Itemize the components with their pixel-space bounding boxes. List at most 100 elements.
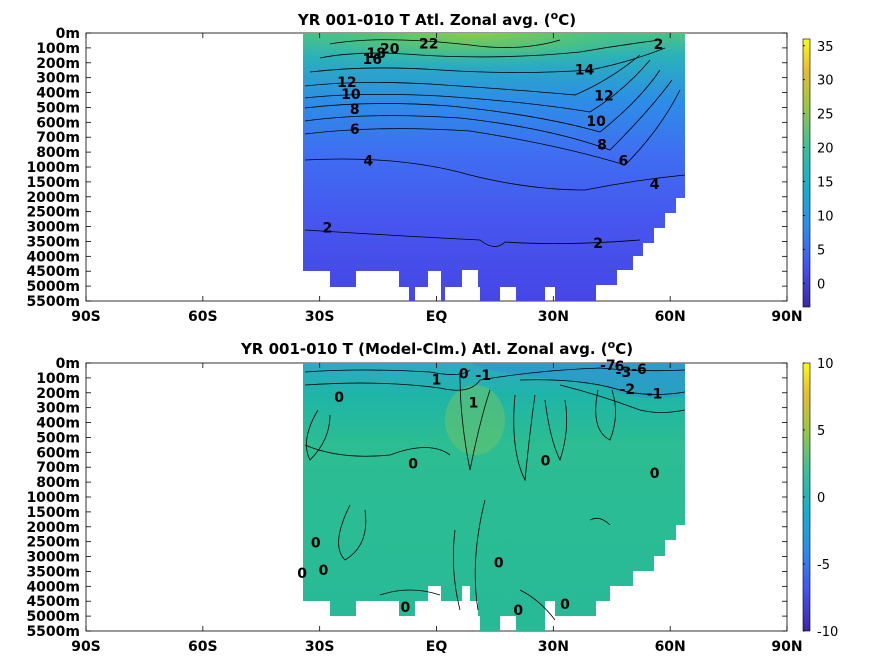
y-tick-label: 700m — [36, 130, 80, 146]
contour-label: 12 — [337, 75, 356, 91]
y-tick-label: 2500m — [26, 535, 80, 551]
panel-1-colorbar: 35 30 25 20 15 10 5 0 — [802, 38, 834, 308]
panel-2-colorbar-ticks: 10 5 0 -5 -10 — [803, 357, 838, 640]
contour-line — [304, 89, 681, 166]
contour-label: 2 — [593, 236, 603, 252]
contour-label: 10 — [341, 87, 361, 103]
y-tick-label: 200m — [36, 386, 80, 402]
contour-label: 0 — [541, 454, 551, 470]
contour-label: 20 — [380, 42, 400, 58]
contour-label: 0 — [650, 466, 660, 482]
colorbar-tick-label: 0 — [817, 491, 825, 506]
y-tick-label: 0m — [56, 356, 80, 372]
contour-line — [304, 158, 686, 191]
y-tick-label: 800m — [36, 145, 80, 161]
contour-line — [304, 79, 673, 151]
panel-2-cold-surface — [470, 363, 685, 399]
panel-1-y-axis: 0m100m200m300m400m500m600m700m800m1000m1… — [26, 26, 787, 310]
contour-line — [513, 394, 536, 482]
contour-line — [304, 367, 686, 391]
contour-label: -2 — [620, 382, 636, 398]
contour-line — [304, 69, 661, 133]
contour-line — [319, 39, 661, 59]
panel-1-ocean-fill — [303, 33, 685, 301]
panel-temperature: YR 001-010 T Atl. Zonal avg. (oC) 222018… — [26, 9, 833, 325]
colorbar-tick-label: 0 — [817, 277, 825, 292]
y-tick-label: 5000m — [26, 609, 80, 625]
contour-line — [306, 409, 331, 461]
contour-line — [304, 59, 651, 113]
x-tick-label: 90N — [771, 309, 802, 325]
contour-line — [304, 54, 641, 96]
panel-1-colorbar-ticks: 35 30 25 20 15 10 5 0 — [803, 40, 834, 292]
contour-label: 12 — [594, 89, 613, 105]
y-tick-label: 0m — [56, 26, 80, 42]
contour-line — [329, 39, 561, 48]
y-tick-label: 5000m — [26, 279, 80, 295]
contour-line — [559, 384, 686, 413]
contour-line — [309, 47, 666, 73]
y-tick-label: 1000m — [26, 160, 80, 176]
contour-line — [595, 389, 616, 441]
contour-label: 2 — [654, 37, 664, 53]
contour-label: -1 — [475, 368, 491, 384]
y-tick-label: 3500m — [26, 234, 80, 250]
contour-label: 6 — [350, 122, 360, 138]
y-tick-label: 700m — [36, 460, 80, 476]
contour-label: -6 — [631, 362, 647, 378]
contour-label: -3 — [616, 365, 632, 381]
y-tick-label: 600m — [36, 115, 80, 131]
contour-label: 0 — [459, 366, 469, 382]
colorbar-tick-label: 5 — [817, 243, 825, 258]
panel-2-x-tick-labels: 90S 60S 30S EQ 30N 60N 90N — [71, 363, 803, 655]
x-tick-label: 90S — [71, 309, 101, 325]
contour-label: 0 — [311, 535, 321, 551]
colorbar-tick-label: 30 — [817, 74, 834, 89]
contour-label: 0 — [400, 600, 410, 616]
panel-1-x-tick-labels: 90S 60S 30S EQ 30N 60N 90N — [71, 33, 803, 325]
panel-2-title: YR 001-010 T (Model-Clm.) Atl. Zonal avg… — [240, 338, 633, 358]
x-tick-label: 60S — [188, 639, 218, 655]
contour-label: 0 — [297, 566, 307, 582]
colorbar-tick-label: 5 — [817, 424, 825, 439]
x-tick-label: 30N — [538, 639, 569, 655]
contour-label: 14 — [575, 62, 595, 78]
x-tick-label: 30N — [538, 309, 569, 325]
y-tick-label: 100m — [36, 41, 80, 57]
y-tick-label: 5500m — [26, 294, 80, 310]
y-tick-label: 500m — [36, 430, 80, 446]
contour-label: 6 — [615, 359, 625, 375]
y-tick-label: 1000m — [26, 490, 80, 506]
colorbar-tick-label: -10 — [817, 625, 838, 640]
y-tick-label: 4000m — [26, 249, 80, 265]
panel-2-warm-anomaly — [445, 385, 505, 455]
y-tick-label: 4500m — [26, 264, 80, 280]
panel-1-y-tick-labels: 0m100m200m300m400m500m600m700m800m1000m1… — [26, 26, 787, 310]
panel-anomaly: YR 001-010 T (Model-Clm.) Atl. Zonal avg… — [26, 338, 838, 655]
panel-2-field — [303, 363, 685, 631]
x-tick-label: 90S — [71, 639, 101, 655]
contour-line — [452, 529, 461, 611]
x-tick-label: 30S — [305, 309, 335, 325]
contour-label: 4 — [650, 177, 660, 193]
panel-1-colorbar-bar — [802, 38, 811, 308]
contour-line — [589, 517, 611, 526]
y-tick-label: 1500m — [26, 175, 80, 191]
contour-line — [519, 589, 556, 621]
contour-line — [338, 504, 367, 561]
colorbar-tick-label: 25 — [817, 108, 834, 123]
contour-label: 0 — [319, 563, 329, 579]
x-tick-label: 60N — [655, 639, 686, 655]
contour-label: 8 — [597, 138, 607, 154]
contour-line — [474, 499, 486, 611]
contour-label: 0 — [494, 556, 504, 572]
contour-label: 1 — [432, 372, 442, 388]
panel-1-contours — [304, 39, 686, 247]
y-tick-label: 400m — [36, 416, 80, 432]
x-tick-label: 30S — [305, 639, 335, 655]
y-tick-label: 100m — [36, 371, 80, 387]
y-tick-label: 800m — [36, 475, 80, 491]
contour-label: 1 — [469, 395, 479, 411]
